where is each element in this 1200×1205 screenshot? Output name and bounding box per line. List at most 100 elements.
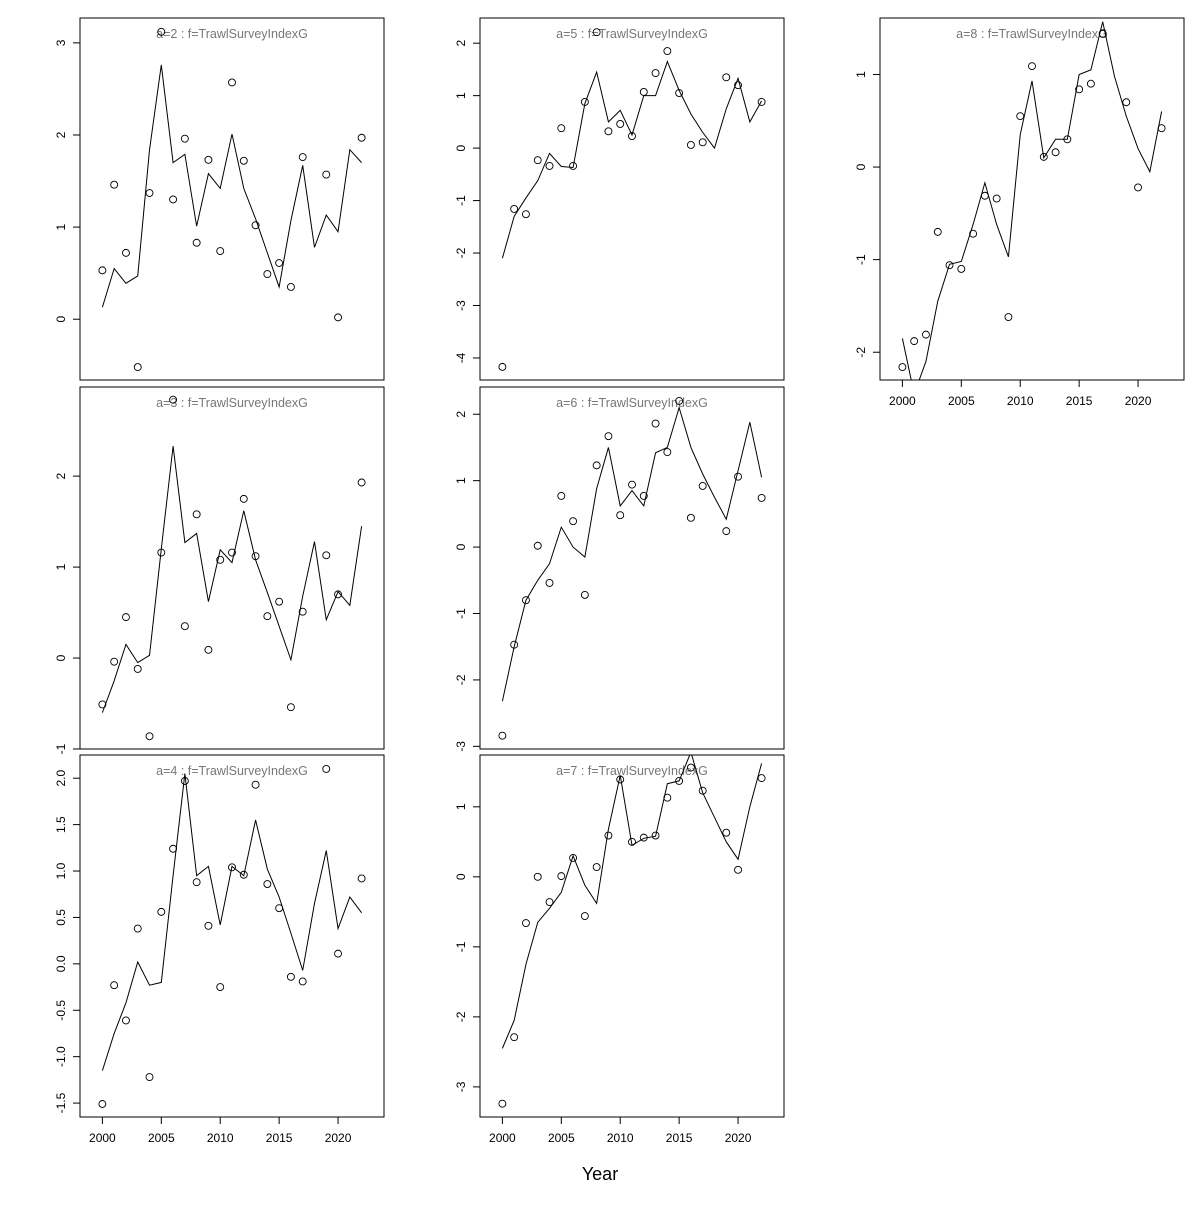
observed-point (498, 362, 507, 371)
y-tick-label: -2 (454, 1011, 468, 1022)
observed-point (522, 210, 530, 219)
observed-point (192, 238, 201, 247)
y-tick-label: 2 (454, 411, 468, 418)
observed-point (722, 828, 731, 837)
observed-point (357, 133, 366, 142)
observed-point (239, 156, 248, 165)
panel-title: a=4 : f=TrawlSurveyIndexG (156, 764, 308, 778)
y-tick-label: 3 (54, 39, 68, 46)
observed-point (698, 786, 707, 795)
observed-point (686, 141, 695, 149)
y-tick-label: 1.0 (54, 862, 68, 879)
plot-frame (879, 17, 1185, 381)
observed-point (263, 880, 272, 888)
observed-point (1051, 148, 1060, 157)
panel-title: a=6 : f=TrawlSurveyIndexG (556, 396, 708, 410)
observed-point (686, 513, 695, 522)
observed-point (145, 732, 154, 741)
plot-frame (479, 386, 785, 750)
observed-point (286, 972, 295, 981)
observed-point (945, 261, 954, 270)
y-tick-label: -0.5 (54, 1000, 68, 1021)
observed-point (628, 480, 636, 489)
observed-point (110, 981, 119, 990)
fitted-line (101, 446, 363, 713)
observed-point (969, 229, 978, 238)
observed-point (334, 949, 342, 958)
x-tick-label: 2000 (89, 1131, 116, 1145)
x-tick-label: 2005 (548, 1131, 575, 1145)
y-tick-label: 0 (454, 543, 468, 550)
observed-point (322, 170, 331, 179)
panel: a=5 : f=TrawlSurveyIndexG -4 -3 -2 -1 0 1 2 (454, 17, 785, 381)
observed-point (169, 195, 178, 204)
observed-point (145, 189, 154, 197)
observed-point (545, 578, 554, 587)
observed-point (122, 1016, 130, 1025)
plot-frame (79, 17, 385, 381)
observed-point (557, 124, 566, 133)
y-tick-label: -3 (454, 741, 468, 752)
observed-point (122, 248, 130, 257)
observed-point (698, 482, 707, 490)
y-tick-label: 2 (54, 131, 68, 138)
observed-point (334, 313, 342, 322)
data-layer (98, 27, 366, 372)
y-tick-label: 2 (54, 472, 68, 479)
observed-point (263, 270, 272, 279)
observed-point (1075, 85, 1084, 94)
y-tick-label: 1.5 (54, 816, 68, 833)
observed-point (533, 872, 542, 881)
observed-point (298, 977, 307, 986)
observed-point (592, 28, 601, 37)
observed-point (545, 161, 554, 170)
y-tick-label: -4 (454, 352, 468, 363)
observed-point (663, 448, 672, 457)
y-tick-label: -1 (854, 254, 868, 265)
observed-point (510, 205, 519, 213)
observed-point (1004, 313, 1013, 321)
x-tick-label: 2000 (489, 1131, 516, 1145)
observed-point (251, 780, 260, 789)
y-tick-label: -3 (454, 1081, 468, 1092)
panel: a=2 : f=TrawlSurveyIndexG 0 1 2 3 (54, 17, 385, 381)
fitted-line (901, 21, 1163, 380)
data-layer (98, 764, 366, 1108)
data-layer (98, 395, 366, 741)
observed-point (686, 763, 695, 772)
y-tick-label: 0.5 (54, 909, 68, 926)
observed-point (322, 764, 331, 773)
panel: a=6 : f=TrawlSurveyIndexG -3 -2 -1 0 1 2 (454, 386, 785, 752)
observed-point (651, 69, 660, 78)
panel-title: a=3 : f=TrawlSurveyIndexG (156, 396, 308, 410)
panel-title: a=5 : f=TrawlSurveyIndexG (556, 27, 708, 41)
y-tick-label: -2 (454, 674, 468, 685)
observed-point (110, 180, 119, 189)
observed-point (580, 912, 589, 920)
x-tick-label: 2020 (725, 1131, 752, 1145)
observed-point (580, 590, 589, 599)
observed-point (604, 127, 613, 136)
panel: a=3 : f=TrawlSurveyIndexG -1 0 1 2 (54, 386, 385, 754)
y-tick-label: 2.0 (54, 770, 68, 787)
fitted-line (101, 773, 363, 1071)
observed-point (145, 1073, 154, 1082)
observed-point (157, 27, 166, 36)
observed-point (1134, 183, 1142, 192)
observed-point (357, 478, 366, 487)
y-tick-label: 1 (454, 803, 468, 810)
y-tick-label: 0 (54, 316, 68, 323)
observed-point (1028, 62, 1036, 71)
observed-point (498, 731, 507, 740)
observed-point (722, 73, 731, 82)
observed-point (628, 132, 636, 140)
observed-point (275, 259, 284, 267)
y-tick-label: 0 (454, 144, 468, 151)
observed-point (498, 1099, 507, 1108)
panel-title: a=8 : f=TrawlSurveyIndexG (956, 27, 1108, 41)
observed-point (604, 831, 613, 840)
observed-point (1098, 29, 1107, 38)
y-tick-label: 0 (454, 873, 468, 880)
observed-point (675, 396, 684, 405)
observed-point (298, 607, 307, 616)
